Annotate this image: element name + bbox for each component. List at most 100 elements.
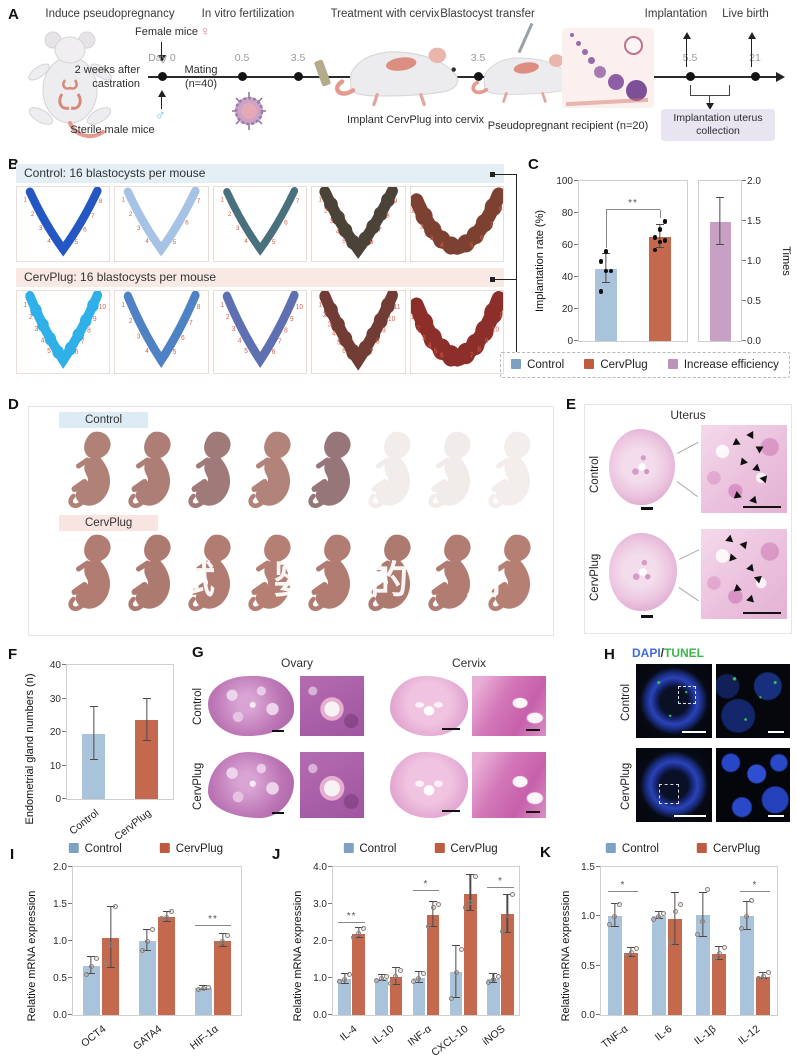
timepoint-35a: 3.5 [290, 52, 306, 64]
tunel-label: TUNEL [664, 646, 705, 660]
significance-line [607, 890, 639, 892]
timepoint-05: 0.5 [234, 52, 250, 64]
data-point [499, 929, 505, 935]
data-point [490, 976, 496, 982]
error-bar [354, 927, 363, 939]
data-point [700, 918, 706, 924]
error-bar [391, 966, 400, 986]
bar-CervPlug [389, 976, 403, 1015]
x-tick-label: TNF-α [599, 1023, 631, 1051]
cervplug-chip-icon [159, 843, 170, 853]
legend-control-label: Control [359, 843, 397, 855]
zoom-region-box [677, 686, 696, 705]
female-arrow-icon [158, 55, 166, 62]
y-tick-mark [62, 764, 66, 766]
svg-text:4: 4 [428, 342, 432, 350]
significance-label: * [620, 879, 626, 891]
arrowhead-icon [732, 437, 743, 449]
y-tick-mark [574, 244, 578, 245]
svg-text:2: 2 [416, 325, 420, 333]
data-point [617, 902, 623, 907]
bar-increase-efficiency [709, 221, 731, 341]
y-tick-mark [596, 964, 600, 966]
row-label: CervPlug [620, 762, 632, 810]
uterine-streak [565, 97, 649, 107]
error-bar [414, 971, 423, 983]
y-tick-label: 30 [49, 693, 61, 705]
data-point [164, 914, 170, 920]
bar-Control [375, 978, 389, 1015]
svg-text:3: 3 [232, 326, 236, 334]
svg-text:4: 4 [332, 330, 336, 338]
svg-text:6: 6 [370, 239, 374, 246]
arrowhead-icon [746, 563, 758, 575]
data-point [398, 968, 404, 974]
legend-cervplug-label: CervPlug [600, 359, 648, 371]
bar-CervPlug [624, 952, 639, 1015]
significance-line [338, 922, 365, 924]
bar-implantation-rate [595, 269, 617, 341]
bracket-bottom [690, 95, 730, 97]
scale-bar [682, 730, 706, 733]
error-bar [106, 906, 115, 968]
svg-text:9: 9 [93, 316, 97, 324]
group-header: CervPlug: 16 blastocysts per mouse [16, 268, 504, 287]
data-point [108, 942, 114, 948]
castration-label-line1: 2 weeks after [74, 64, 140, 76]
y-tick-label: 1.5 [747, 216, 761, 227]
panel-k-label: K [540, 844, 551, 861]
blastocyst-dot [570, 33, 574, 37]
scale-bar [272, 811, 284, 814]
svg-text:6: 6 [272, 349, 276, 357]
zoom-line [676, 481, 699, 498]
arrowhead-icon [734, 490, 744, 501]
svg-text:6: 6 [479, 234, 483, 241]
svg-text:2: 2 [29, 314, 33, 322]
zoom-line [679, 549, 700, 560]
svg-text:2: 2 [228, 211, 232, 218]
svg-text:8: 8 [376, 338, 380, 346]
legend-item-cervplug: CervPlug [696, 843, 760, 855]
uterus-title: Uterus [670, 408, 706, 422]
y-tick-label: 0.5 [53, 973, 67, 984]
bar-Control [82, 966, 100, 1015]
data-point [705, 887, 711, 893]
data-point [351, 934, 357, 940]
bar-Control [412, 978, 426, 1015]
pup-image [245, 533, 302, 613]
pup-image [65, 430, 122, 510]
svg-text:6: 6 [440, 352, 444, 360]
embryo-icon [232, 92, 266, 130]
panel-j-label: J [272, 846, 281, 863]
bar-Control [651, 916, 666, 1015]
panel-a-label: A [8, 6, 19, 23]
data-point [656, 913, 662, 919]
step-title-implantation: Implantation [644, 8, 708, 20]
uterus-image-row: 1 2 3 4 5 6 7 8 9 10 1 2 3 4 5 6 7 8 1 2 3 4 5 6 7 8 9 10 1 2 3 4 5 6 7 8 9 1… [16, 290, 505, 374]
day0-label: Day 0 [148, 52, 176, 64]
y-tick-mark [596, 915, 600, 917]
connector-line [495, 174, 517, 175]
svg-text:4: 4 [47, 238, 51, 245]
pup-images [29, 533, 553, 613]
svg-text:3: 3 [328, 321, 332, 329]
data-point [215, 942, 221, 948]
data-point [448, 995, 454, 1001]
uterus-cross-section-image [609, 533, 677, 611]
data-point [225, 932, 231, 938]
y-tick-mark [742, 260, 746, 261]
svg-text:3: 3 [330, 218, 334, 225]
significance-line [194, 925, 232, 927]
timeline-dot-day0 [158, 72, 167, 81]
svg-text:4: 4 [244, 238, 248, 245]
scale-bar [641, 507, 653, 510]
recipient-caption: Pseudopregnant recipient (n=20) [487, 120, 649, 132]
pup-image [125, 533, 182, 613]
significance-line [739, 890, 771, 892]
y-tick-label: 100 [556, 176, 573, 187]
error-bar [340, 972, 349, 984]
row-label: CervPlug [589, 553, 601, 601]
data-point [628, 950, 634, 956]
